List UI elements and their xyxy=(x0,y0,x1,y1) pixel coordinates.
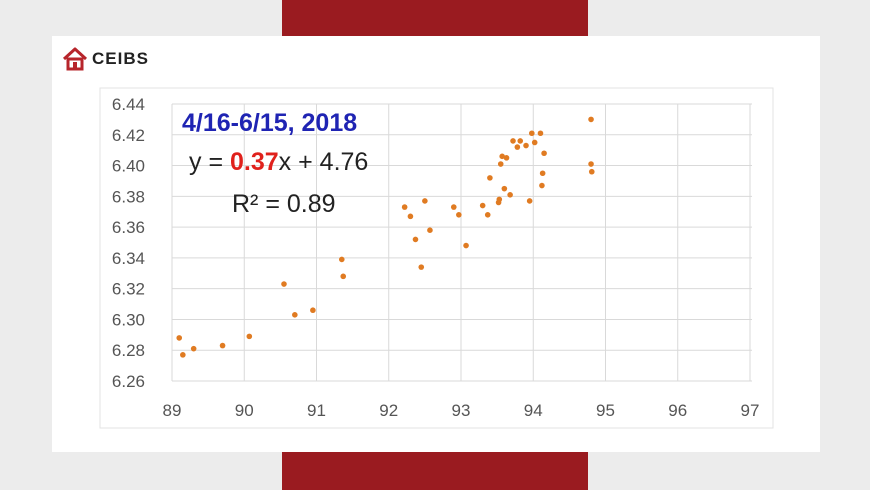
data-point xyxy=(539,182,545,189)
x-tick-label: 97 xyxy=(741,401,760,420)
equation-prefix: y = xyxy=(189,148,230,176)
x-tick-label: 89 xyxy=(163,401,182,420)
r-squared-label: R² = 0.89 xyxy=(232,190,336,218)
data-point xyxy=(541,150,547,157)
data-point xyxy=(418,264,425,270)
data-point xyxy=(456,212,462,218)
gridlines xyxy=(171,103,752,382)
data-point xyxy=(292,312,298,318)
data-point xyxy=(510,138,516,144)
y-tick-label: 6.36 xyxy=(112,218,145,237)
x-tick-label: 92 xyxy=(379,401,398,420)
bottom-accent-bar xyxy=(282,452,588,490)
data-point xyxy=(588,116,594,123)
x-tick-label: 94 xyxy=(524,401,543,420)
data-point xyxy=(176,335,183,341)
y-tick-label: 6.30 xyxy=(112,310,145,329)
y-tick-label: 6.28 xyxy=(112,341,145,360)
data-point xyxy=(514,144,521,150)
chart-title: 4/16-6/15, 2018 xyxy=(182,109,357,137)
house-icon xyxy=(62,47,88,71)
data-point xyxy=(499,153,505,160)
data-point xyxy=(219,342,226,349)
data-point xyxy=(281,281,287,287)
data-point xyxy=(338,256,345,263)
logo-text: CEIBS xyxy=(92,49,149,68)
data-point xyxy=(496,196,503,203)
data-point xyxy=(588,168,595,175)
x-axis-ticks: 89 90 91 92 93 94 95 96 97 xyxy=(163,401,760,420)
data-point xyxy=(407,213,414,220)
regression-equation: y = 0.37x + 4.76 xyxy=(189,148,368,176)
data-point xyxy=(531,139,538,146)
data-point xyxy=(246,333,253,340)
top-accent-bar xyxy=(282,0,588,36)
data-point xyxy=(523,142,529,149)
y-axis-ticks: 6.26 6.28 6.30 6.32 6.34 6.36 6.38 6.40 6.42 6.44 xyxy=(112,95,145,391)
data-points xyxy=(176,116,595,358)
y-tick-label: 6.44 xyxy=(112,95,145,114)
data-point xyxy=(412,236,419,243)
data-point xyxy=(190,345,197,352)
y-tick-label: 6.38 xyxy=(112,187,145,206)
data-point xyxy=(529,130,535,137)
y-tick-label: 6.32 xyxy=(112,280,145,299)
data-point xyxy=(401,204,408,210)
data-point xyxy=(310,307,316,314)
data-point xyxy=(463,242,469,249)
data-point xyxy=(484,212,491,218)
data-point xyxy=(422,198,428,204)
data-point xyxy=(180,352,186,358)
data-point xyxy=(507,191,513,198)
y-tick-label: 6.26 xyxy=(112,372,145,391)
x-tick-label: 95 xyxy=(596,401,615,420)
x-tick-label: 90 xyxy=(235,401,254,420)
data-point xyxy=(517,138,524,144)
equation-slope: 0.37 xyxy=(230,148,279,176)
data-point xyxy=(501,185,508,192)
data-point xyxy=(487,175,493,181)
ceibs-logo: CEIBS xyxy=(62,46,149,72)
y-tick-label: 6.42 xyxy=(112,126,145,145)
x-tick-label: 91 xyxy=(307,401,326,420)
data-point xyxy=(340,273,347,280)
x-tick-label: 93 xyxy=(452,401,471,420)
data-point xyxy=(537,130,544,137)
data-point xyxy=(497,161,504,167)
data-point xyxy=(450,204,457,210)
equation-suffix: x + 4.76 xyxy=(279,148,369,176)
data-point xyxy=(503,155,510,161)
data-point xyxy=(539,170,546,177)
y-tick-label: 6.34 xyxy=(112,249,145,268)
data-point xyxy=(526,198,533,204)
data-point xyxy=(588,161,594,167)
data-point xyxy=(427,227,433,233)
y-tick-label: 6.40 xyxy=(112,157,145,176)
data-point xyxy=(479,202,486,209)
x-tick-label: 96 xyxy=(668,401,687,420)
